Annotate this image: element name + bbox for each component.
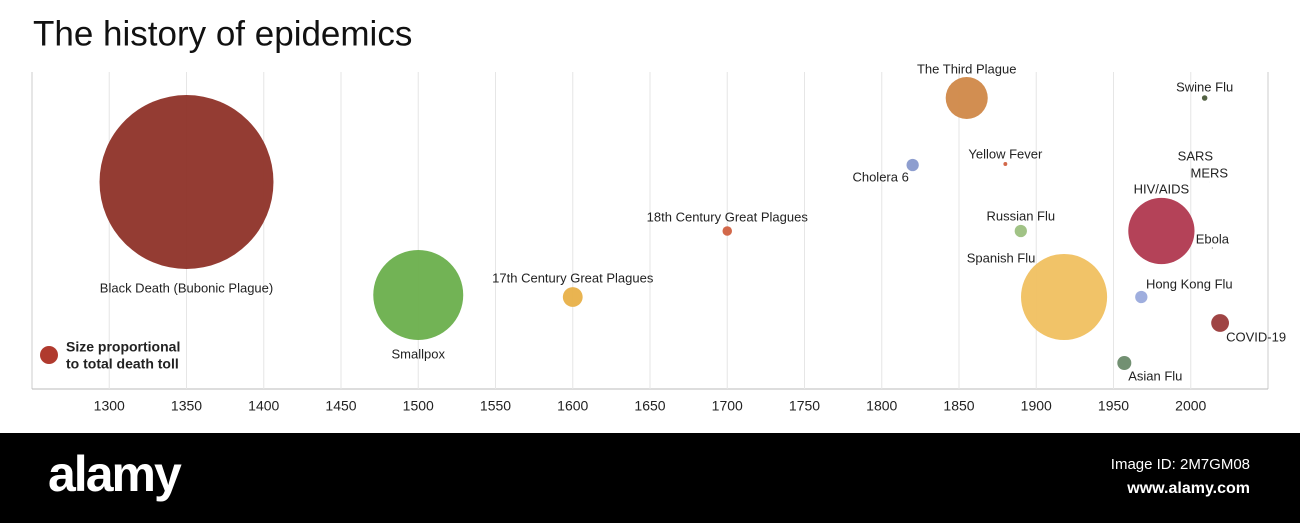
x-tick-label: 1750: [789, 398, 820, 414]
bubble: [722, 226, 733, 236]
bubble: [1211, 247, 1214, 249]
bubble-label: HIV/AIDS: [1134, 181, 1190, 196]
legend-text: to total death toll: [66, 356, 179, 372]
x-tick-label: 2000: [1175, 398, 1206, 414]
x-tick-label: 1700: [712, 398, 743, 414]
bubble-label: Russian Flu: [986, 208, 1055, 223]
bubble: [1003, 162, 1008, 166]
watermark-id: Image ID: 2M7GM08: [1111, 456, 1250, 473]
bubble-label: COVID-19: [1226, 329, 1286, 344]
bubble: [1014, 224, 1027, 238]
bubble-label: Asian Flu: [1128, 368, 1182, 383]
x-tick-label: 1850: [943, 398, 974, 414]
bubble-label: Yellow Fever: [968, 146, 1043, 161]
bubble: [906, 158, 919, 172]
bubble: [562, 287, 583, 307]
x-tick-label: 1500: [403, 398, 434, 414]
bubble: [945, 76, 988, 120]
x-tick-label: 1650: [634, 398, 665, 414]
watermark-url: www.alamy.com: [1126, 480, 1250, 497]
bubble-label: Spanish Flu: [967, 250, 1036, 265]
chart-title: The history of epidemics: [33, 14, 412, 53]
bubble: [1128, 197, 1195, 265]
bubble-label: MERS: [1191, 165, 1229, 180]
x-tick-label: 1950: [1098, 398, 1129, 414]
bubble-label: 18th Century Great Plagues: [647, 209, 809, 224]
bubble: [1135, 290, 1148, 304]
bubble-label: Ebola: [1196, 231, 1230, 246]
x-tick-label: 1600: [557, 398, 588, 414]
x-tick-label: 1800: [866, 398, 897, 414]
bubble: [373, 250, 464, 340]
x-tick-label: 1900: [1021, 398, 1052, 414]
bubble: [1021, 253, 1108, 341]
x-tick-label: 1450: [325, 398, 356, 414]
bubble: [1117, 355, 1132, 371]
bubble-label: SARS: [1178, 148, 1214, 163]
bubble-label: Swine Flu: [1176, 79, 1233, 94]
bubble: [99, 95, 274, 269]
x-tick-label: 1350: [171, 398, 202, 414]
bubble-label: Cholera 6: [852, 169, 908, 184]
bubble-label: Hong Kong Flu: [1146, 276, 1233, 291]
bubble: [1201, 95, 1208, 101]
bubble: [1211, 314, 1230, 332]
bubble-label: The Third Plague: [917, 61, 1017, 76]
bubble-label: Black Death (Bubonic Plague): [100, 280, 273, 295]
x-tick-label: 1550: [480, 398, 511, 414]
x-tick-label: 1300: [94, 398, 125, 414]
legend-swatch: [40, 346, 58, 364]
bubble-label: 17th Century Great Plagues: [492, 270, 654, 285]
legend-text: Size proportional: [66, 339, 180, 355]
watermark-brand: alamy: [48, 446, 182, 502]
bubble-label: Smallpox: [392, 346, 446, 361]
x-tick-label: 1400: [248, 398, 279, 414]
watermark-bar: [0, 433, 1300, 523]
